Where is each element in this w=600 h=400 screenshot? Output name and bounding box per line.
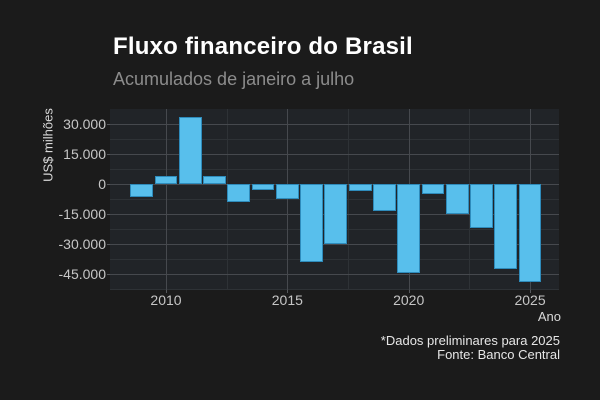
y-tick-mark [107, 244, 110, 245]
bar-2024 [494, 184, 518, 269]
bar-2014 [251, 184, 275, 190]
bar-2016 [300, 184, 324, 262]
y-tick-label: 30.000 [63, 116, 106, 132]
x-axis-title: Ano [537, 309, 561, 324]
x-tick-label: 2010 [150, 292, 182, 308]
gridline-h-major [110, 154, 559, 155]
caption-source: Fonte: Banco Central [437, 347, 560, 362]
gridline-v-minor [348, 109, 350, 290]
chart-subtitle: Acumulados de janeiro a julho [113, 69, 355, 89]
gridline-v-major [287, 109, 289, 290]
gridline-v-minor [226, 109, 228, 290]
bar-2015 [275, 184, 299, 199]
gridline-h-major [110, 274, 559, 275]
y-tick-mark [107, 124, 110, 125]
y-tick-label: 15.000 [63, 146, 106, 162]
bar-2011 [178, 117, 202, 184]
gridline-h-minor [110, 169, 559, 170]
gridline-v-minor [469, 109, 471, 290]
x-tick-label: 2015 [271, 292, 303, 308]
y-tick-mark [107, 274, 110, 275]
x-tick-mark [530, 290, 532, 293]
bar-2009 [130, 184, 154, 197]
y-tick-label: -15.000 [58, 206, 106, 222]
gridline-v-major [166, 109, 167, 290]
bar-2020 [397, 184, 421, 273]
caption-note: *Dados preliminares para 2025 [380, 333, 560, 348]
y-tick-mark [107, 214, 110, 215]
bar-2019 [373, 184, 396, 211]
bar-2013 [227, 184, 251, 202]
gridline-h-major [110, 124, 559, 125]
y-tick-mark [107, 184, 110, 185]
bar-2023 [470, 184, 493, 228]
chart-title: Fluxo financeiro do Brasil [113, 33, 413, 60]
x-tick-label: 2025 [514, 292, 546, 308]
bar-2022 [445, 184, 469, 214]
bar-2021 [421, 184, 445, 194]
bar-2025 [518, 184, 542, 282]
gridline-h-minor [110, 139, 559, 140]
bar-2010 [154, 176, 178, 184]
bar-2018 [348, 184, 372, 191]
x-tick-mark [166, 290, 167, 293]
plot-panel [110, 109, 559, 290]
x-tick-mark [408, 290, 410, 293]
y-tick-label: -30.000 [58, 236, 106, 252]
bar-2012 [203, 176, 226, 184]
gridline-h-minor [110, 289, 559, 290]
x-tick-label: 2020 [393, 292, 425, 308]
y-tick-label: -45.000 [58, 266, 106, 282]
gridline-h-minor [110, 259, 559, 260]
gridline-h-major [110, 244, 559, 245]
y-tick-mark [107, 154, 110, 155]
x-tick-mark [287, 290, 289, 293]
y-tick-label: 0 [98, 176, 106, 192]
bar-2017 [324, 184, 348, 244]
